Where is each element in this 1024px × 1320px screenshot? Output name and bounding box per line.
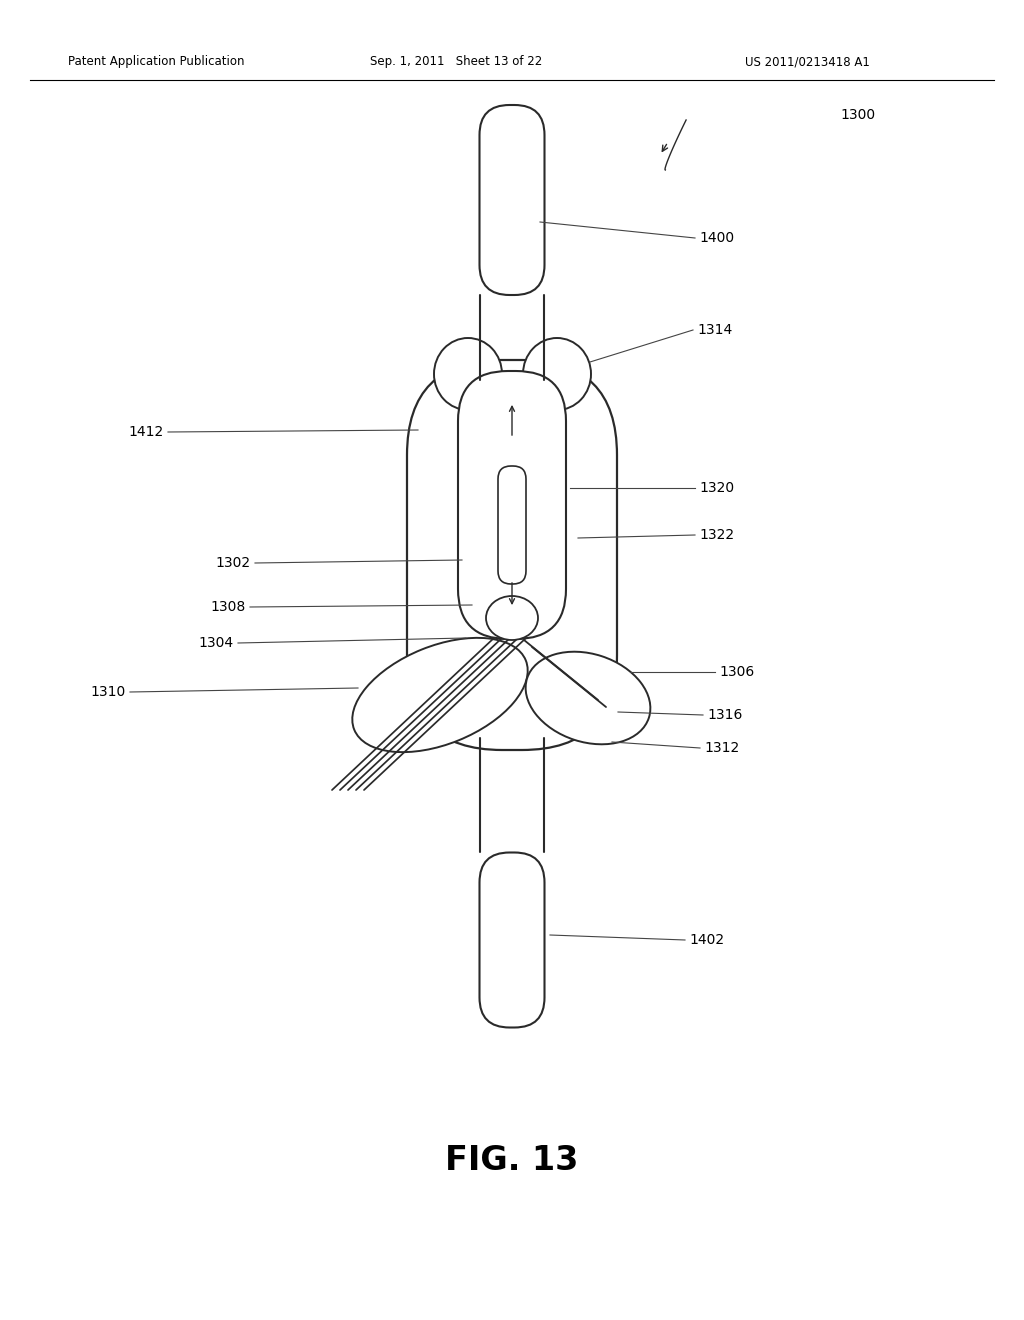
- Text: 1412: 1412: [129, 425, 164, 440]
- Text: 1312: 1312: [705, 741, 739, 755]
- Text: 1400: 1400: [699, 231, 734, 246]
- Text: Sep. 1, 2011   Sheet 13 of 22: Sep. 1, 2011 Sheet 13 of 22: [370, 55, 543, 69]
- FancyBboxPatch shape: [458, 371, 566, 639]
- Text: 1308: 1308: [211, 601, 246, 614]
- Text: 1304: 1304: [199, 636, 234, 649]
- Text: 1320: 1320: [699, 480, 734, 495]
- FancyBboxPatch shape: [479, 853, 545, 1027]
- FancyBboxPatch shape: [407, 360, 617, 750]
- Text: 1306: 1306: [719, 665, 755, 678]
- Text: 1314: 1314: [697, 323, 732, 337]
- Text: 1300: 1300: [840, 108, 876, 121]
- Text: 1316: 1316: [707, 708, 742, 722]
- FancyBboxPatch shape: [498, 466, 526, 583]
- Ellipse shape: [523, 338, 591, 411]
- Ellipse shape: [352, 638, 527, 752]
- Ellipse shape: [434, 338, 502, 411]
- Text: FIG. 13: FIG. 13: [445, 1143, 579, 1176]
- FancyBboxPatch shape: [479, 106, 545, 294]
- Text: 1322: 1322: [699, 528, 734, 543]
- Text: 1302: 1302: [216, 556, 251, 570]
- Text: US 2011/0213418 A1: US 2011/0213418 A1: [745, 55, 869, 69]
- Text: 1402: 1402: [689, 933, 724, 946]
- Text: Patent Application Publication: Patent Application Publication: [68, 55, 245, 69]
- Text: 1310: 1310: [91, 685, 126, 700]
- Ellipse shape: [525, 652, 650, 744]
- Ellipse shape: [486, 597, 538, 640]
